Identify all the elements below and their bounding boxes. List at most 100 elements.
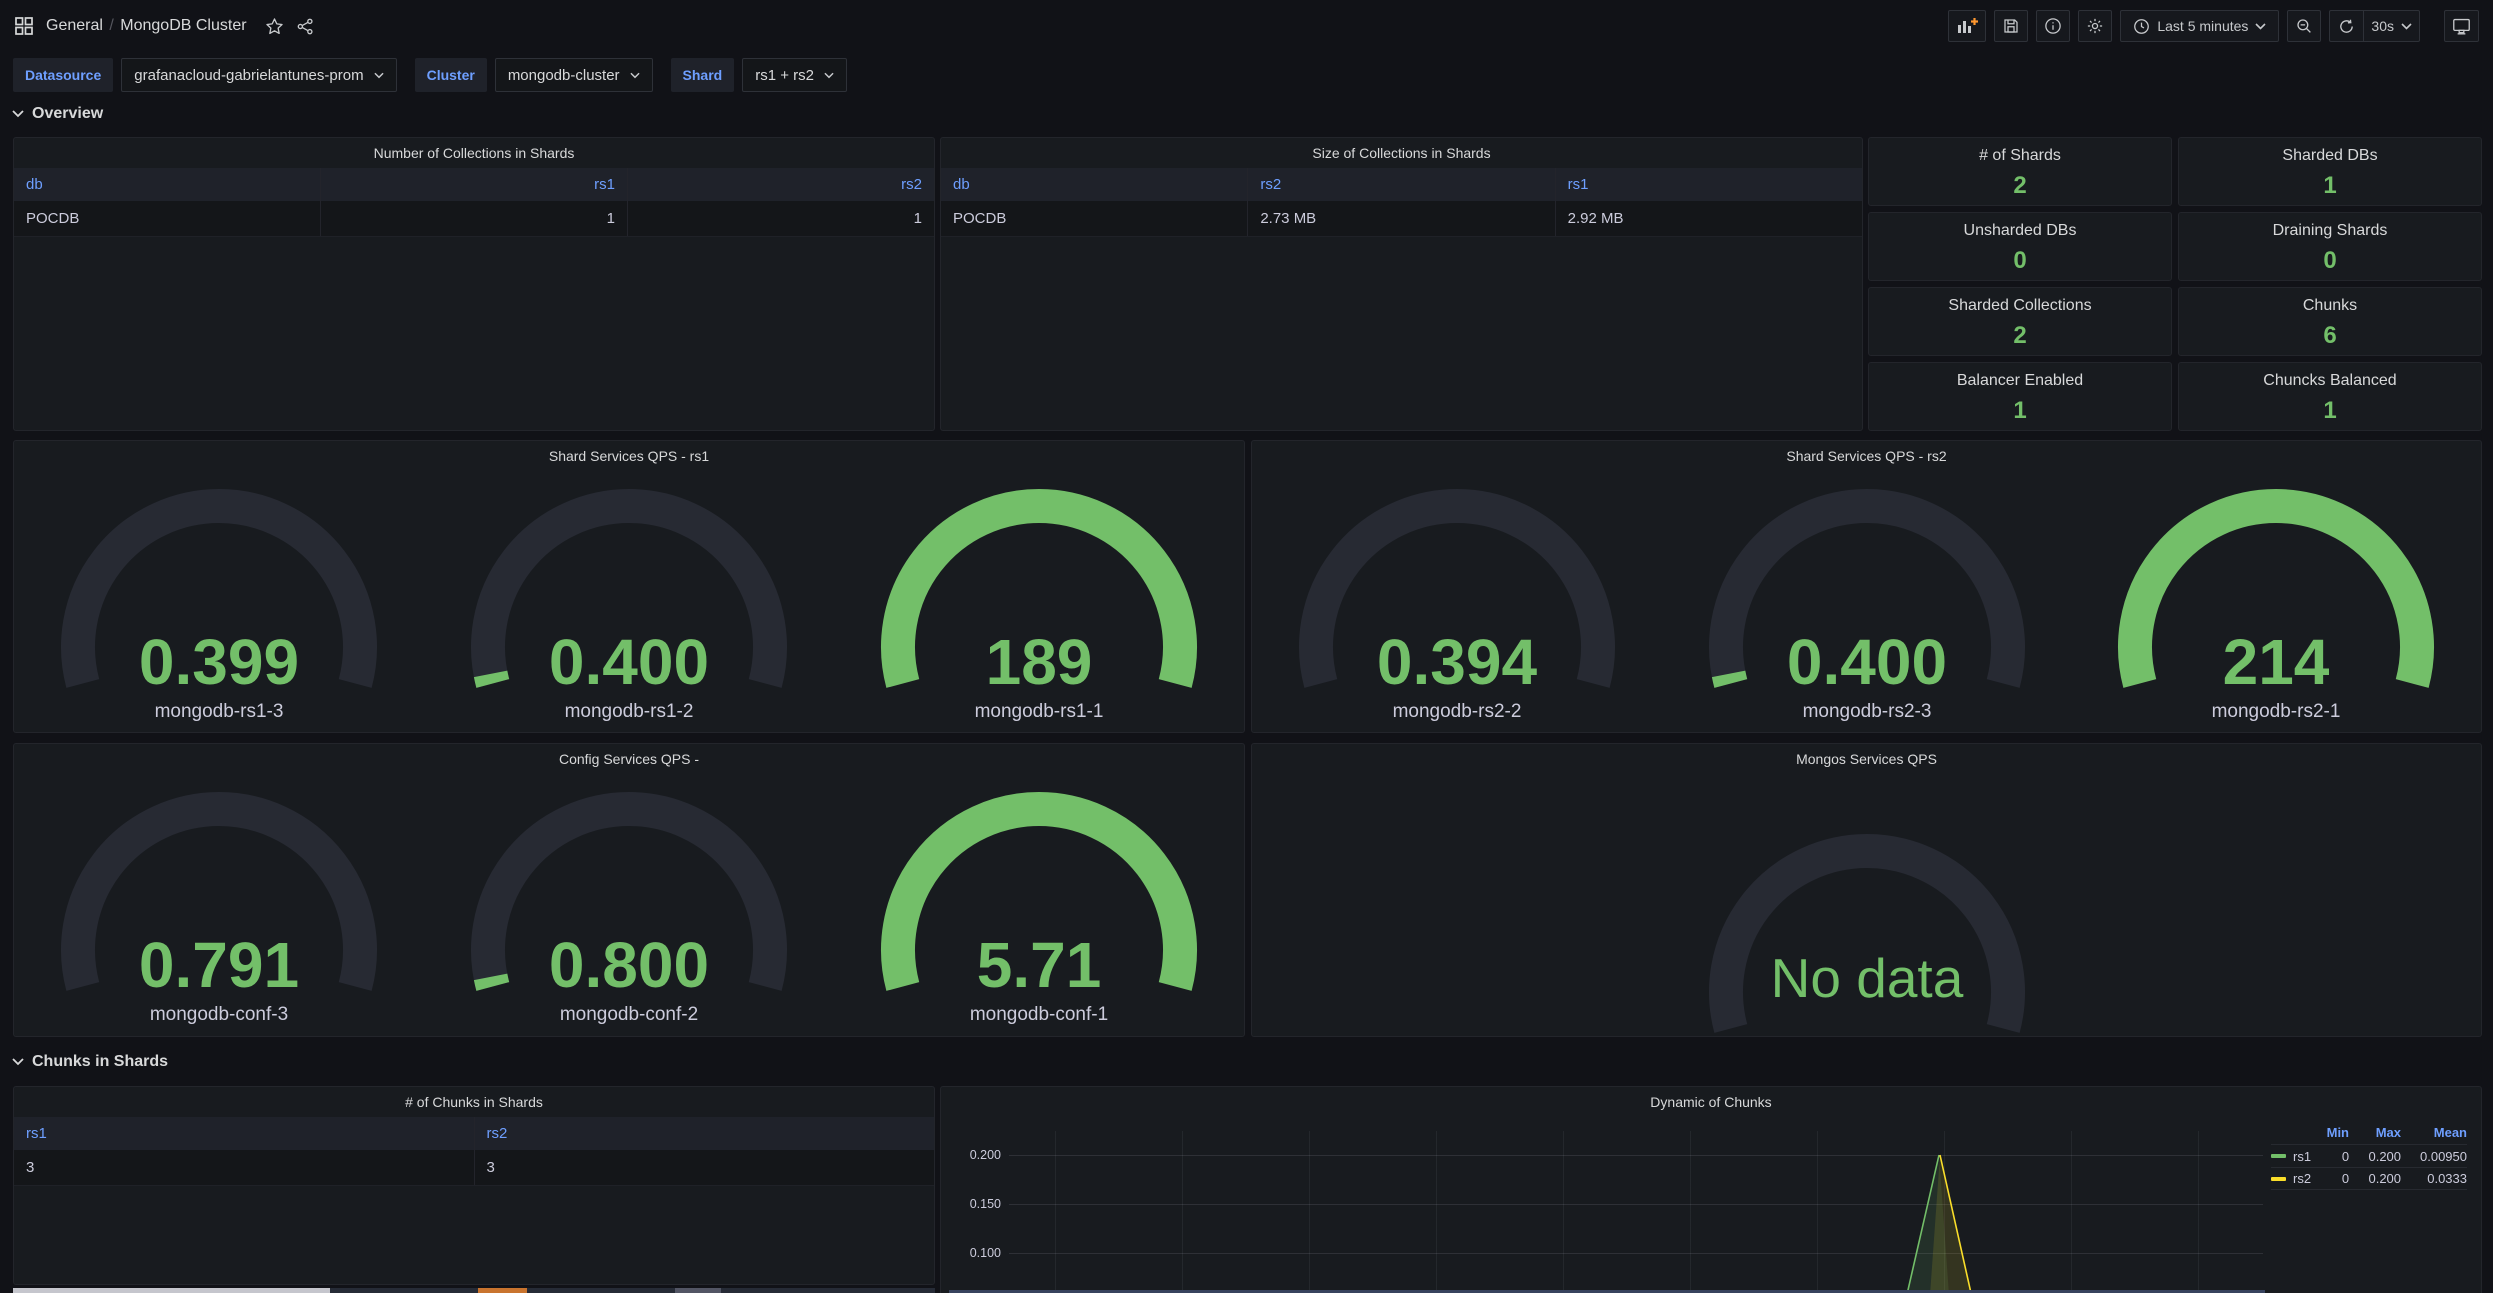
cell-rs1: 3 [14, 1150, 475, 1185]
horizontal-scrollbar-thumb[interactable] [13, 1288, 330, 1293]
stat-value: 2 [2013, 322, 2027, 349]
legend-col-min[interactable]: Min [2326, 1125, 2349, 1140]
panel-title[interactable]: Dynamic of Chunks [1650, 1094, 1772, 1110]
add-panel-button[interactable] [1948, 10, 1987, 42]
panel-title[interactable]: Config Services QPS - [558, 751, 700, 767]
stat-title[interactable]: Unsharded DBs [1963, 222, 2077, 239]
legend-mean: 0.00950 [2420, 1148, 2467, 1164]
star-icon[interactable] [265, 17, 284, 36]
stat-sharded-collections: Sharded Collections 2 [1868, 287, 2172, 356]
dashboard-insights-button[interactable] [2036, 10, 2071, 42]
column-header-rs1[interactable]: rs1 [1567, 176, 1589, 193]
refresh-controls: 30s [2329, 10, 2420, 42]
svg-text:0.791: 0.791 [139, 929, 299, 1001]
stat-value: 6 [2323, 322, 2337, 349]
column-header-rs2[interactable]: rs2 [486, 1125, 508, 1142]
breadcrumb-folder[interactable]: General [46, 17, 103, 34]
gauge-mongodb-rs1-2: 0.400 mongodb-rs1-2 [424, 487, 834, 722]
legend-row-rs2: rs2 0 0.200 0.0333 [2271, 1167, 2467, 1190]
panel-title[interactable]: Mongos Services QPS [1796, 751, 1937, 767]
svg-text:0.800: 0.800 [549, 929, 709, 1001]
chevron-down-icon [2255, 22, 2266, 30]
gridline [1009, 1155, 2263, 1156]
stat-title[interactable]: Draining Shards [2272, 222, 2388, 239]
row-header-chunks-in-shards[interactable]: Chunks in Shards [12, 1048, 168, 1076]
horizontal-scrollbar-track[interactable] [13, 1288, 935, 1293]
breadcrumb-separator: / [109, 17, 114, 34]
cell-rs2: 1 [913, 210, 922, 227]
panel-size-of-collections-in-shards: Size of Collections in Shards db rs2 rs1… [940, 137, 1863, 431]
legend-header-row: Min Max Mean [2271, 1121, 2467, 1144]
stat-value: 0 [2013, 247, 2027, 274]
refresh-button[interactable] [2329, 10, 2364, 42]
legend-min: 0 [2341, 1171, 2350, 1186]
breadcrumb: General / MongoDB Cluster [46, 17, 247, 35]
stat-value: 2 [2013, 172, 2027, 199]
column-header-rs2[interactable]: rs2 [901, 176, 922, 193]
gauge-mongodb-rs2-1: 214 mongodb-rs2-1 [2071, 487, 2481, 722]
stat-value: 0 [2323, 247, 2337, 274]
dashboard-settings-button[interactable] [2078, 10, 2113, 42]
panel-title[interactable]: # of Chunks in Shards [405, 1094, 543, 1110]
stat-title[interactable]: Sharded Collections [1948, 297, 2092, 314]
stat-unsharded-dbs: Unsharded DBs 0 [1868, 212, 2172, 281]
stat-title[interactable]: # of Shards [1979, 147, 2061, 164]
svg-text:0.400: 0.400 [549, 626, 709, 698]
chevron-down-icon [629, 72, 640, 78]
legend-mean: 0.0333 [2427, 1171, 2467, 1186]
stat-num-of-shards: # of Shards 2 [1868, 137, 2172, 206]
column-header-rs1[interactable]: rs1 [14, 1117, 475, 1150]
table-header-row: db rs2 rs1 [941, 168, 1862, 201]
row-header-overview[interactable]: Overview [12, 100, 103, 128]
rs1-series-line [1906, 1154, 1940, 1293]
variable-shard-dropdown[interactable]: rs1 + rs2 [742, 58, 848, 92]
share-icon[interactable] [296, 17, 315, 36]
gridline [1009, 1253, 2263, 1254]
dashboards-grid-icon[interactable] [14, 16, 34, 36]
save-dashboard-button[interactable] [1994, 10, 2029, 42]
svg-text:mongodb-rs2-1: mongodb-rs2-1 [2212, 701, 2341, 722]
kiosk-mode-button[interactable] [2444, 10, 2479, 42]
chevron-down-icon [2401, 22, 2412, 30]
stat-chunks: Chunks 6 [2178, 287, 2482, 356]
stat-title[interactable]: Sharded DBs [2282, 147, 2378, 164]
stat-title[interactable]: Chuncks Balanced [2263, 372, 2397, 389]
panel-title[interactable]: Size of Collections in Shards [1312, 145, 1491, 161]
series-spike [1906, 1154, 1972, 1293]
save-icon [2004, 19, 2018, 33]
time-range-label: Last 5 minutes [2157, 18, 2249, 34]
panel-mongos-services-qps: Mongos Services QPS No data [1251, 743, 2482, 1037]
stat-title[interactable]: Balancer Enabled [1956, 372, 2084, 389]
variable-cluster-dropdown[interactable]: mongodb-cluster [494, 58, 653, 92]
legend-row-rs1: rs1 0 0.200 0.00950 [2271, 1144, 2467, 1167]
y-axis-tick: 0.100 [969, 1246, 1001, 1260]
time-series-plot-area[interactable] [1009, 1131, 2265, 1293]
variable-datasource-dropdown[interactable]: grafanacloud-gabrielantunes-prom [121, 58, 397, 92]
legend-col-mean[interactable]: Mean [2433, 1125, 2467, 1140]
chevron-down-icon [12, 110, 24, 118]
panel-title[interactable]: Number of Collections in Shards [373, 145, 575, 161]
gauge-mongodb-rs1-3: 0.399 mongodb-rs1-3 [14, 487, 424, 722]
breadcrumb-dashboard-title[interactable]: MongoDB Cluster [120, 17, 247, 34]
panel-title[interactable]: Shard Services QPS - rs2 [1786, 448, 1947, 464]
column-header-db[interactable]: db [14, 168, 321, 201]
stat-title[interactable]: Chunks [2302, 297, 2358, 314]
stat-draining-shards: Draining Shards 0 [2178, 212, 2482, 281]
legend-series-rs2[interactable]: rs2 [2271, 1171, 2311, 1186]
time-range-picker[interactable]: Last 5 minutes [2120, 10, 2280, 42]
table-row: POCDB 1 1 [14, 201, 934, 237]
variable-cluster-label: Cluster [414, 58, 487, 92]
legend-col-max[interactable]: Max [2375, 1125, 2401, 1140]
column-header-rs1[interactable]: rs1 [321, 168, 628, 201]
column-header-rs2[interactable]: rs2 [1248, 168, 1556, 201]
svg-text:0.399: 0.399 [139, 626, 299, 698]
legend-series-rs1[interactable]: rs1 [2271, 1149, 2311, 1164]
zoom-out-time-button[interactable] [2287, 10, 2322, 42]
rs2-color-swatch [2271, 1176, 2286, 1181]
refresh-interval-dropdown[interactable]: 30s [2363, 10, 2420, 42]
panel-dynamic-of-chunks: Dynamic of Chunks 0.200 0.150 0.100 Min … [940, 1086, 2482, 1293]
column-header-db[interactable]: db [941, 168, 1249, 201]
legend-min: 0 [2341, 1148, 2350, 1164]
panel-num-of-chunks-in-shards: # of Chunks in Shards rs1 rs2 3 3 [13, 1086, 935, 1285]
panel-title[interactable]: Shard Services QPS - rs1 [548, 448, 710, 464]
